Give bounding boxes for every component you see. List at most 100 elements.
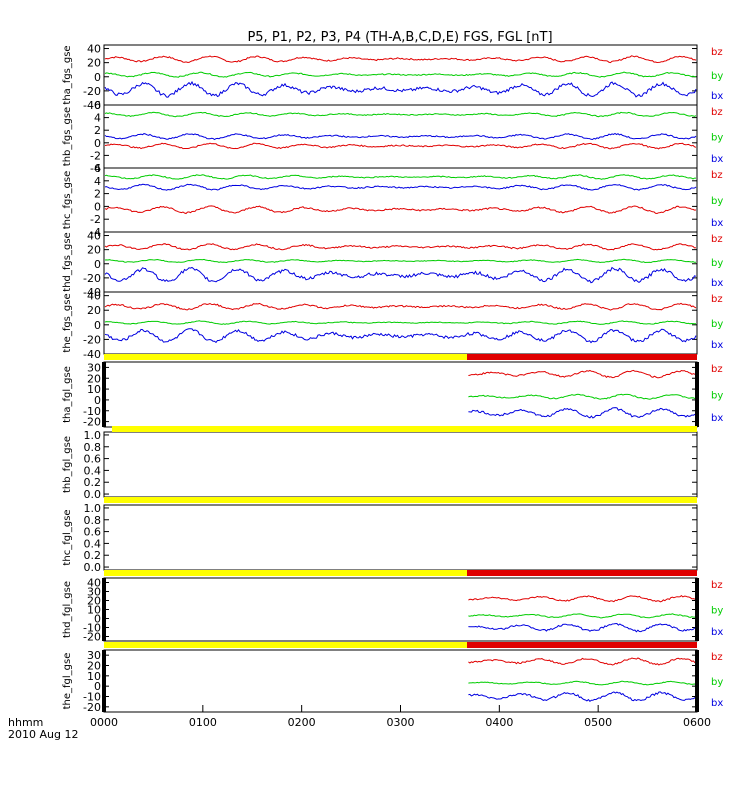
y-axis-label: the_fgs_gse <box>62 293 73 352</box>
y-tick-label: 40 <box>87 230 101 243</box>
y-tick-label: 40 <box>87 43 101 56</box>
y-tick-label: 20 <box>87 372 101 385</box>
y-axis-label: thc_fgl_gse <box>62 509 73 565</box>
y-tick-label: 0.0 <box>84 488 102 501</box>
y-tick-label: -4 <box>90 162 101 175</box>
y-tick-label: 6 <box>94 162 101 175</box>
series-bx <box>104 80 697 98</box>
y-tick-label: 20 <box>87 244 101 257</box>
y-axis-label: thb_fgs_gse <box>62 107 73 166</box>
x-tick-label: 0400 <box>485 716 513 729</box>
y-tick-label: 0.8 <box>84 441 102 454</box>
series-bz <box>468 594 697 603</box>
legend-bz: bz <box>711 580 723 591</box>
mode-bar-fgl_bar <box>467 642 697 648</box>
y-tick-label: -40 <box>83 286 101 299</box>
x-tick-label: 0000 <box>90 716 118 729</box>
y-tick-label: 0 <box>94 258 101 271</box>
legend-by: by <box>711 71 723 82</box>
series-bx <box>468 691 697 702</box>
y-tick-label: -40 <box>83 348 101 361</box>
y-tick-label: 20 <box>87 57 101 70</box>
chart-title: P5, P1, P2, P3, P4 (TH-A,B,C,D,E) FGS, F… <box>247 30 552 45</box>
series-by <box>104 71 697 78</box>
y-tick-label: -20 <box>83 701 101 714</box>
y-tick-label: 0.8 <box>84 514 102 527</box>
series-bz <box>104 55 697 64</box>
legend-bz: bz <box>711 107 723 118</box>
x-tick-label: 0600 <box>683 716 711 729</box>
y-tick-label: 2 <box>94 124 101 137</box>
y-axis-label: tha_fgs_gse <box>62 45 73 104</box>
y-tick-label: 20 <box>87 595 101 608</box>
mode-bar-fgs_bar <box>104 570 467 576</box>
edge-marker-left <box>102 650 106 712</box>
y-tick-label: -20 <box>83 272 101 285</box>
panel-thc_fgl_gse: 1.00.80.60.40.20.0 thc_fgl_gse <box>62 502 698 574</box>
mode-bar-fgs_bar <box>104 642 467 648</box>
y-tick-label: 0.6 <box>84 453 102 466</box>
legend-bx: bx <box>711 278 723 289</box>
series-bx <box>104 266 697 284</box>
y-tick-label: 0 <box>94 200 101 213</box>
legend-bx: bx <box>711 91 723 102</box>
y-tick-label: -20 <box>83 333 101 346</box>
legend-bx: bx <box>711 627 723 638</box>
legend-bz: bz <box>711 234 723 245</box>
legend-bz: bz <box>711 170 723 181</box>
mode-bar-fgs_bar <box>104 497 697 503</box>
series-bx <box>104 328 697 344</box>
y-tick-label: 0 <box>94 613 101 626</box>
mode-bar-fgl_bar <box>467 354 697 360</box>
y-tick-label: -10 <box>83 622 101 635</box>
panel-frame <box>103 577 698 642</box>
edge-marker-left <box>102 362 106 427</box>
edge-marker-right <box>695 650 699 712</box>
y-tick-label: 10 <box>87 383 101 396</box>
y-tick-label: 0.4 <box>84 464 102 477</box>
series-by <box>468 393 697 400</box>
legend-bx: bx <box>711 340 723 351</box>
y-tick-label: -10 <box>83 405 101 418</box>
y-axis-label: tha_fgl_gse <box>62 366 73 423</box>
edge-marker-right <box>695 362 699 427</box>
legend-bz: bz <box>711 47 723 58</box>
x-tick-label: 0200 <box>288 716 316 729</box>
legend-bz: bz <box>711 652 723 663</box>
series-bx <box>468 407 697 419</box>
series-bz <box>104 243 697 251</box>
legend-bx: bx <box>711 413 723 424</box>
legend-by: by <box>711 319 723 330</box>
y-axis-label: thd_fgl_gse <box>62 581 73 638</box>
x-tick-label: 0100 <box>189 716 217 729</box>
y-tick-label: 10 <box>87 604 101 617</box>
edge-marker-right <box>695 578 699 641</box>
time-axis-label: hhmm <box>8 716 43 729</box>
y-axis-label: thc_fgs_gse <box>62 171 73 230</box>
mode-bars <box>104 354 697 648</box>
y-axis-label: the_fgl_gse <box>62 653 73 710</box>
y-tick-label: 30 <box>87 649 101 662</box>
panel-frame <box>103 361 698 428</box>
legend-by: by <box>711 258 723 269</box>
time-axis-date: 2010 Aug 12 <box>8 728 78 741</box>
y-tick-label: -4 <box>90 226 101 239</box>
legend-by: by <box>711 391 723 402</box>
y-tick-label: 20 <box>87 304 101 317</box>
y-tick-label: 1.0 <box>84 429 102 442</box>
y-tick-label: -10 <box>83 691 101 704</box>
series-by <box>104 174 696 180</box>
y-tick-label: 0.6 <box>84 526 102 539</box>
y-tick-label: 0 <box>94 394 101 407</box>
legend-bx: bx <box>711 698 723 709</box>
panel-frame <box>103 431 698 498</box>
y-tick-label: -20 <box>83 631 101 644</box>
y-tick-label: 0 <box>94 680 101 693</box>
series-by <box>104 111 697 118</box>
series-bx <box>468 622 697 633</box>
